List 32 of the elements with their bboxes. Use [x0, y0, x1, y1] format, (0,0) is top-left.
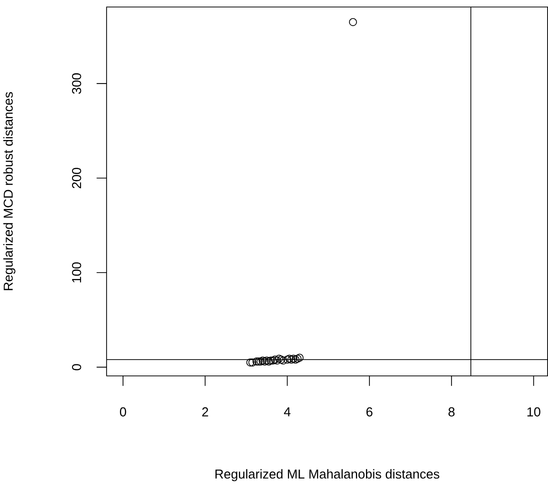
- point: [285, 354, 294, 362]
- y-tick-label: 100: [72, 262, 82, 282]
- y-tick-label: 0: [72, 364, 82, 370]
- point: [292, 355, 300, 364]
- point: [262, 356, 271, 364]
- point: [248, 358, 256, 366]
- point: [287, 355, 296, 364]
- point: [296, 354, 304, 362]
- x-tick-label: 6: [366, 407, 372, 416]
- point: [252, 357, 260, 366]
- point: [283, 355, 292, 364]
- y-axis-title: Regularized MCD robust distances: [3, 92, 16, 290]
- point: [348, 18, 357, 26]
- point: [277, 355, 286, 364]
- y-tick-label: 300: [72, 73, 82, 94]
- point: [260, 357, 269, 366]
- point: [246, 358, 254, 366]
- y-tick-label: 200: [72, 168, 82, 188]
- point: [264, 357, 273, 366]
- x-axis-title: Regularized ML Mahalanobis distances: [215, 468, 440, 481]
- point: [256, 357, 265, 366]
- point: [273, 356, 282, 364]
- x-tick-label: 8: [448, 407, 455, 416]
- point: [268, 356, 277, 364]
- point: [279, 356, 288, 364]
- x-tick-label: 2: [202, 407, 208, 416]
- point: [254, 357, 263, 366]
- point: [258, 356, 267, 364]
- x-tick-label: 10: [527, 407, 540, 416]
- x-tick-label: 0: [120, 407, 126, 416]
- x-tick-label: 4: [284, 407, 290, 416]
- point: [266, 356, 275, 364]
